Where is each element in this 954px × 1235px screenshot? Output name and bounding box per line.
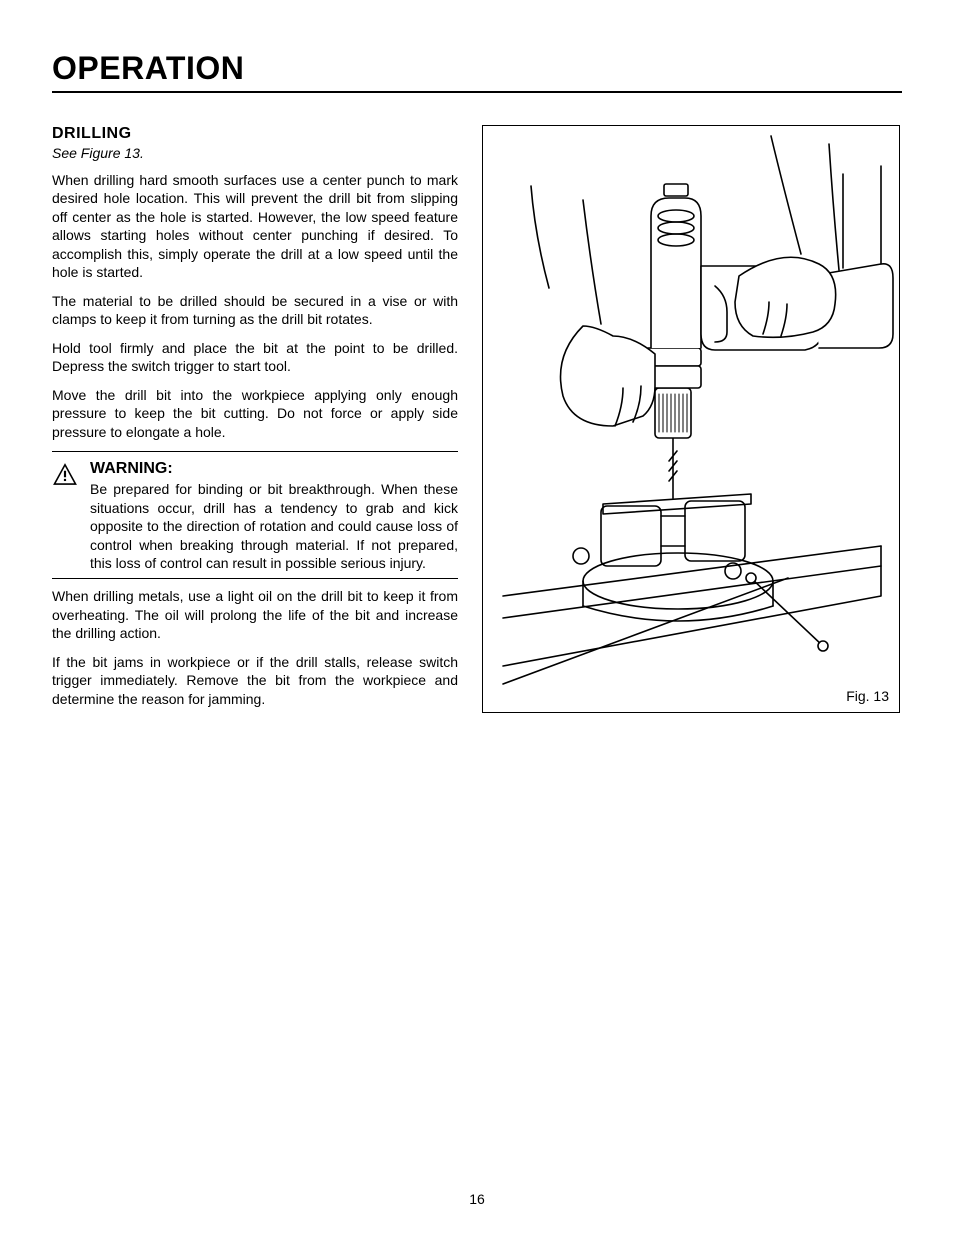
body-paragraph: When drilling metals, use a light oil on… [52, 587, 458, 642]
left-column: DRILLING See Figure 13. When drilling ha… [52, 125, 458, 718]
page-title: OPERATION [52, 50, 902, 93]
body-paragraph: Hold tool firmly and place the bit at th… [52, 339, 458, 376]
body-paragraph: If the bit jams in workpiece or if the d… [52, 653, 458, 708]
body-paragraph: The material to be drilled should be sec… [52, 292, 458, 329]
warning-heading: WARNING: [90, 460, 458, 478]
warning-icon [52, 460, 80, 572]
warning-content: WARNING: Be prepared for binding or bit … [90, 460, 458, 572]
warning-text: Be prepared for binding or bit breakthro… [90, 480, 458, 572]
body-paragraph: When drilling hard smooth surfaces use a… [52, 171, 458, 282]
figure-label: Fig. 13 [846, 688, 889, 704]
warning-block: WARNING: Be prepared for binding or bit … [52, 460, 458, 572]
rule-below-warning [52, 578, 458, 579]
drilling-heading: DRILLING [52, 125, 458, 143]
right-column: Fig. 13 [482, 125, 900, 718]
page-number: 16 [0, 1191, 954, 1207]
see-figure-ref: See Figure 13. [52, 145, 458, 161]
rule-above-warning [52, 451, 458, 452]
figure-13: Fig. 13 [482, 125, 900, 713]
body-paragraph: Move the drill bit into the workpiece ap… [52, 386, 458, 441]
figure-13-illustration [483, 126, 901, 714]
content-columns: DRILLING See Figure 13. When drilling ha… [52, 125, 902, 718]
